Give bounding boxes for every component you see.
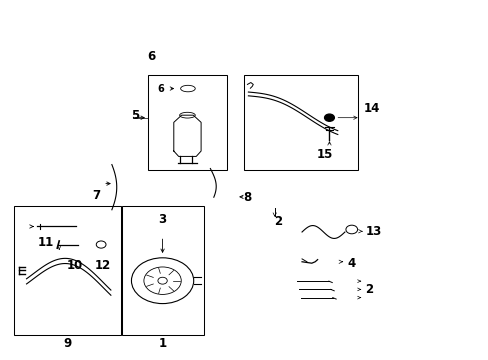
Bar (14, 206, 121, 335)
Text: 8: 8 (243, 192, 251, 204)
Circle shape (324, 114, 334, 121)
Bar (148, 75, 226, 170)
Text: 2: 2 (365, 283, 373, 296)
Text: 9: 9 (64, 337, 72, 350)
Text: 12: 12 (95, 259, 111, 272)
Text: 14: 14 (363, 103, 380, 116)
Bar (243, 75, 357, 170)
Text: 11: 11 (37, 236, 53, 249)
Text: 5: 5 (131, 109, 139, 122)
Text: 6: 6 (147, 50, 156, 63)
Text: 1: 1 (158, 337, 166, 350)
Text: 13: 13 (365, 225, 381, 238)
Text: 7: 7 (92, 189, 101, 202)
Text: 2: 2 (274, 215, 282, 228)
Text: 6: 6 (158, 84, 164, 94)
Text: 10: 10 (66, 259, 83, 272)
Text: 3: 3 (158, 213, 166, 226)
Text: 4: 4 (347, 257, 355, 270)
Text: 15: 15 (316, 148, 332, 161)
Bar (122, 206, 203, 335)
